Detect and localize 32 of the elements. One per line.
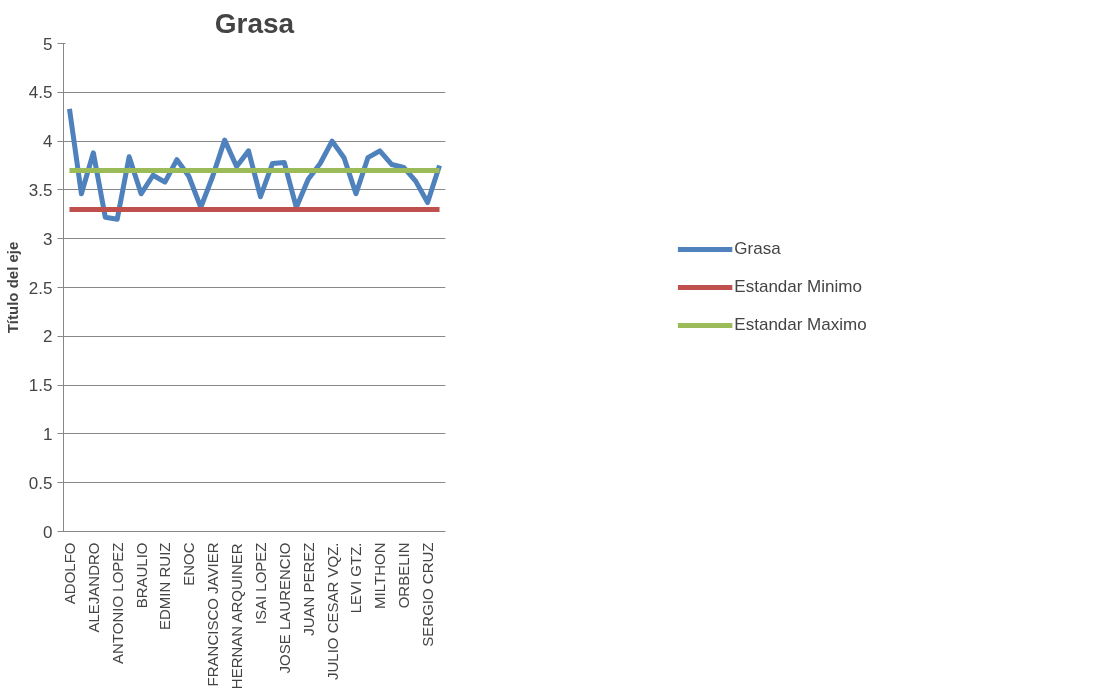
x-tick-label: HERNAN ARQUINER <box>228 543 246 690</box>
x-tick-label: JOSE LAURENCIO <box>275 542 293 674</box>
y-tick-label: 4 <box>43 132 53 152</box>
x-tick-label: EDMIN RUIZ <box>156 542 174 630</box>
legend-label: Estandar Maximo <box>734 315 867 335</box>
x-tick-label: SERGIO CRUZ <box>419 542 437 647</box>
x-tick-label: FRANCISCO JAVIER <box>204 542 222 687</box>
y-tick-label: 3 <box>43 229 53 249</box>
x-tick-label: ANTONIO LOPEZ <box>108 542 126 664</box>
y-tick-label: 1 <box>43 424 53 444</box>
x-tick-label: BRAULIO <box>132 542 150 609</box>
chart-title: Grasa <box>214 7 295 39</box>
y-tick-label: 0 <box>43 522 53 542</box>
x-tick-label: ORBELIN <box>395 542 413 609</box>
x-tick-label: ADOLFO <box>60 542 78 605</box>
legend-label: Grasa <box>734 239 781 259</box>
x-tick-label: JULIO CESAR VQZ. <box>323 542 341 681</box>
y-tick-label: 1.5 <box>28 376 53 396</box>
y-tick-label: 2 <box>43 327 53 347</box>
y-tick-label: 5 <box>43 34 53 54</box>
y-tick-label: 0.5 <box>28 473 53 493</box>
x-tick-label: JUAN PEREZ <box>299 542 317 636</box>
y-tick-label: 4.5 <box>28 83 53 103</box>
y-axis-title: Título del eje <box>3 241 21 334</box>
y-tick-label: 3.5 <box>28 180 53 200</box>
x-tick-label: ISAI LOPEZ <box>251 542 269 625</box>
y-tick-label: 2.5 <box>28 278 53 298</box>
x-tick-label: ALEJANDRO <box>84 542 102 633</box>
legend-label: Estandar Minimo <box>734 277 862 297</box>
x-tick-label: ENOC <box>180 542 198 586</box>
x-tick-label: MILTHON <box>371 542 389 609</box>
x-tick-label: LEVI GTZ. <box>347 542 365 614</box>
